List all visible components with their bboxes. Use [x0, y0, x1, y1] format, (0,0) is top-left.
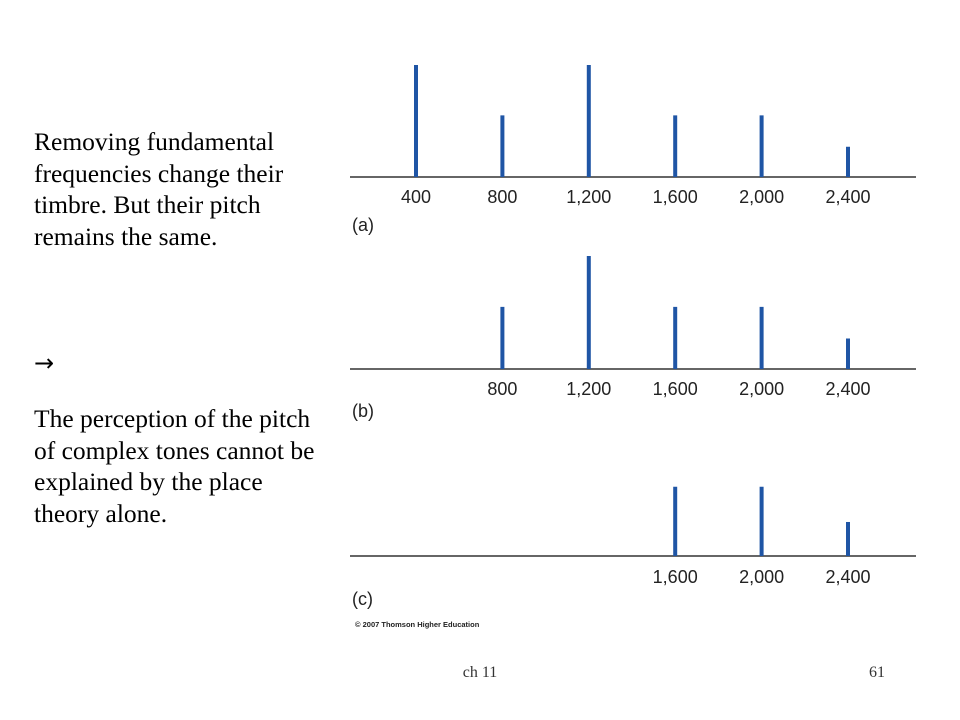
tick-label: 2,000: [739, 379, 784, 399]
tick-label: 2,400: [825, 567, 870, 587]
tick-label: 2,000: [739, 187, 784, 207]
panel-label: (b): [352, 401, 374, 421]
tick-label: 400: [401, 187, 431, 207]
tick-label: 2,400: [825, 379, 870, 399]
spectrum-panel-3: 1,600 2,000 2,400 (c): [350, 486, 916, 609]
spectrum-panel-1: 400 800 1,200 1,600 2,000 2,400 (a): [350, 65, 916, 235]
tick-label: 1,600: [653, 187, 698, 207]
arrow-icon: →: [34, 349, 55, 377]
tick-label: 1,600: [653, 379, 698, 399]
panel-label: (a): [352, 215, 374, 235]
tick-label: 1,600: [653, 567, 698, 587]
tick-label: 2,400: [825, 187, 870, 207]
tick-label: 800: [487, 187, 517, 207]
footer-chapter: ch 11: [462, 664, 498, 681]
tick-label: 2,000: [739, 567, 784, 587]
text-block: Removing fundamental frequencies change …: [34, 126, 324, 529]
tick-label: 1,200: [566, 187, 611, 207]
copyright-notice: © 2007 Thomson Higher Education: [355, 620, 480, 629]
spectrum-panel-2: 800 1,200 1,600 2,000 2,400 (b): [350, 256, 916, 421]
paragraph-removing-fundamental: Removing fundamental frequencies change …: [34, 127, 284, 251]
footer-page-number: 61: [869, 664, 885, 681]
tick-label: 800: [487, 379, 517, 399]
paragraph-pitch-perception: The perception of the pitch of complex t…: [34, 404, 315, 528]
panel-label: (c): [352, 589, 373, 609]
tick-label: 1,200: [566, 379, 611, 399]
